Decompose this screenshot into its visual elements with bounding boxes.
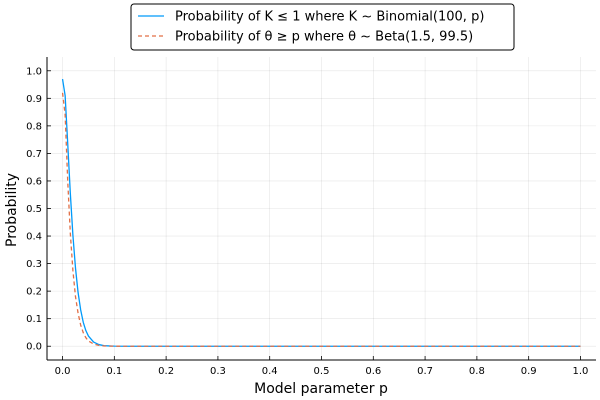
y-tick-label: 0.3: [26, 259, 42, 270]
x-axis-label: Model parameter p: [254, 381, 388, 397]
y-tick-label: 0.9: [26, 94, 42, 105]
x-tick-label: 0.3: [210, 366, 226, 377]
x-tick-label: 0.6: [365, 366, 381, 377]
x-tick-label: 0.5: [314, 366, 330, 377]
y-tick-label: 0.0: [26, 342, 42, 353]
x-tick-label: 0.4: [262, 366, 278, 377]
legend-label-beta: Probability of θ ≥ p where θ ~ Beta(1.5,…: [175, 30, 473, 45]
x-tick-label: 0.0: [55, 366, 71, 377]
x-tick-label: 0.2: [158, 366, 174, 377]
y-tick-label: 1.0: [26, 66, 42, 77]
x-tick-label: 0.9: [521, 366, 537, 377]
y-tick-label: 0.2: [26, 287, 42, 298]
y-tick-label: 0.8: [26, 121, 42, 132]
y-tick-label: 0.1: [26, 314, 42, 325]
series-line-1: [61, 92, 581, 347]
y-axis-label: Probability: [4, 173, 20, 247]
series: [61, 78, 581, 347]
y-tick-label: 0.5: [26, 204, 42, 215]
y-tick-label: 0.6: [26, 176, 42, 187]
x-tick-label: 0.8: [469, 366, 485, 377]
x-tick-label: 1.0: [573, 366, 589, 377]
y-tick-label: 0.7: [26, 149, 42, 160]
x-tick-label: 0.1: [106, 366, 122, 377]
legend: Probability of K ≤ 1 where K ~ Binomial(…: [130, 3, 515, 51]
legend-label-binomial: Probability of K ≤ 1 where K ~ Binomial(…: [175, 10, 484, 25]
x-tick-label: 0.7: [417, 366, 433, 377]
legend-box: [130, 3, 515, 51]
grid: [47, 57, 596, 360]
ticks: 0.0 0.1 0.2 0.3 0.4 0.5 0.6 0.7 0.8 0.9 1.0 0.0 0.1 0…: [26, 66, 588, 377]
y-tick-label: 0.4: [26, 232, 42, 243]
